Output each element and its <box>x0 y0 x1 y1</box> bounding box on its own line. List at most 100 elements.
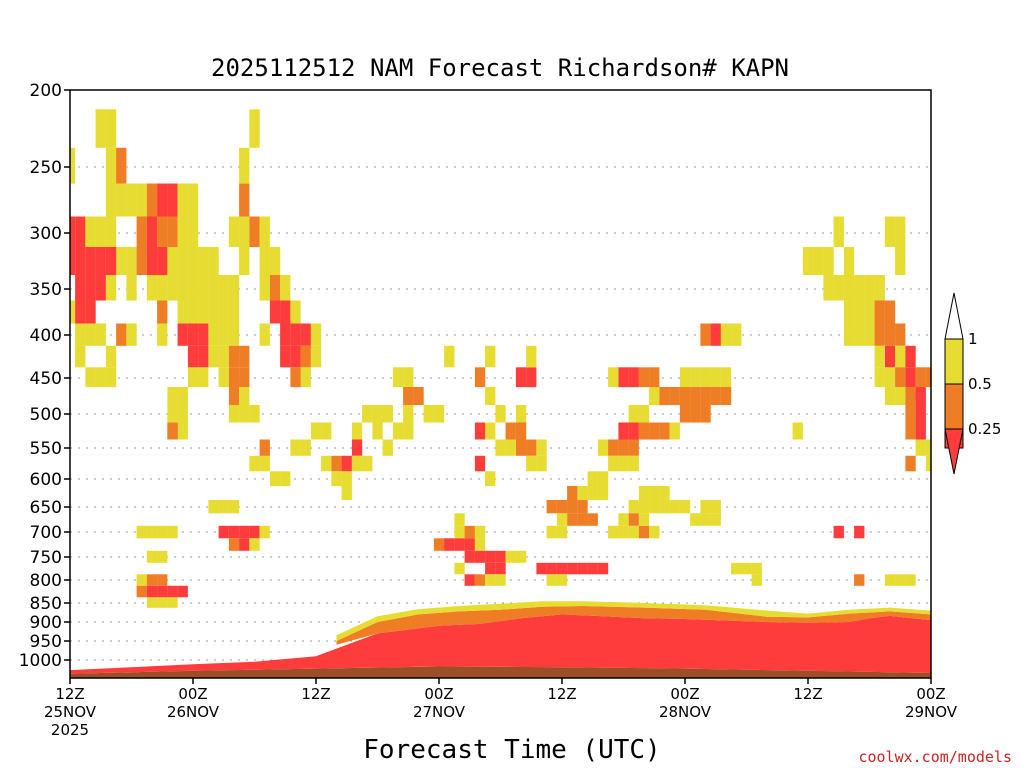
cell-114 <box>269 275 281 301</box>
cell-368 <box>915 439 926 456</box>
cell-65 <box>157 300 168 324</box>
cell-63 <box>198 275 209 301</box>
cell-188 <box>403 387 414 405</box>
cell-3 <box>75 247 86 275</box>
cell-156 <box>146 597 158 608</box>
cell-194 <box>454 525 465 539</box>
cell-9 <box>85 300 96 324</box>
cell-66 <box>157 323 168 346</box>
cell-201 <box>474 538 486 551</box>
cell-267 <box>638 422 650 440</box>
cell-106 <box>177 422 188 440</box>
cell-86 <box>239 216 250 247</box>
cell-111 <box>259 247 270 275</box>
cell-186 <box>392 367 404 388</box>
cell-309 <box>628 513 639 526</box>
cell-285 <box>690 367 701 388</box>
cell-326 <box>751 574 762 586</box>
y-tick-label-800: 800 <box>30 571 62 591</box>
cell-329 <box>813 247 824 275</box>
cell-127 <box>310 345 322 368</box>
cell-286 <box>700 367 711 388</box>
cell-243 <box>546 574 557 586</box>
cell-181 <box>372 422 383 440</box>
cell-44 <box>146 183 158 217</box>
cell-304 <box>649 486 660 500</box>
cell-25 <box>116 147 127 184</box>
cell-315 <box>700 513 711 526</box>
cell-26 <box>116 183 127 217</box>
cell-60 <box>146 275 158 301</box>
cell-78 <box>228 323 240 346</box>
cell-277 <box>659 387 670 405</box>
cell-284 <box>679 367 691 388</box>
cell-145 <box>239 525 250 539</box>
cell-261 <box>597 439 609 456</box>
cell-136 <box>157 525 168 539</box>
cell-18 <box>75 345 86 368</box>
cell-122 <box>280 345 291 368</box>
cell-294 <box>638 367 650 388</box>
cell-4 <box>85 247 96 275</box>
cell-93 <box>218 367 229 388</box>
cell-69 <box>198 300 209 324</box>
x-tick-label-5-0: 00Z <box>670 685 699 703</box>
cell-121 <box>300 323 311 346</box>
cell-376 <box>854 525 865 539</box>
y-tick-label-550: 550 <box>30 439 62 459</box>
cell-331 <box>823 275 834 301</box>
cell-262 <box>608 439 619 456</box>
cell-115 <box>269 300 281 324</box>
cell-46 <box>167 183 178 217</box>
cell-22 <box>95 109 106 148</box>
cell-45 <box>157 183 168 217</box>
x-tick-label-0-2: 2025 <box>51 721 89 739</box>
cell-264 <box>628 439 639 456</box>
cell-38 <box>136 183 147 217</box>
cell-51 <box>167 247 178 275</box>
cell-43 <box>136 247 147 275</box>
cell-31 <box>116 323 127 346</box>
cell-275 <box>638 405 650 423</box>
cell-213 <box>485 574 496 586</box>
cell-37 <box>105 183 117 217</box>
cell-138 <box>146 550 158 563</box>
y-tick-label-650: 650 <box>30 498 62 518</box>
cell-109 <box>167 422 178 440</box>
legend-bottom-arrow <box>944 428 964 475</box>
cell-159 <box>249 455 260 472</box>
legend-swatch-0 <box>944 338 964 385</box>
y-tick-label-350: 350 <box>30 280 62 300</box>
legend-label-0: 1 <box>968 330 978 348</box>
cell-160 <box>259 455 270 472</box>
credit-text: coolwx.com/models <box>858 748 1012 766</box>
cell-79 <box>208 345 219 368</box>
cell-336 <box>843 275 855 301</box>
cell-338 <box>854 323 865 346</box>
cell-244 <box>556 574 568 586</box>
x-tick-label-1-1: 26NOV <box>167 703 220 721</box>
cell-362 <box>915 405 926 423</box>
cell-322 <box>731 323 742 346</box>
cell-312 <box>618 513 629 526</box>
cell-171 <box>351 439 363 456</box>
cell-289 <box>700 387 711 405</box>
cell-110 <box>259 275 270 301</box>
cell-206 <box>495 562 506 575</box>
cell-202 <box>464 550 475 563</box>
cell-241 <box>587 562 598 575</box>
y-axis: 200 250 300 350 400 450 500 550 600 650 700 750 800 8… <box>19 81 70 671</box>
cell-175 <box>362 455 373 472</box>
cell-20 <box>95 367 106 388</box>
y-tick-label-400: 400 <box>30 326 62 346</box>
plot-frame <box>69 89 932 679</box>
x-tick-label-7-1: 29NOV <box>905 703 958 721</box>
cell-141 <box>146 574 158 586</box>
cell-19 <box>85 367 96 388</box>
cell-167 <box>321 422 332 440</box>
cell-291 <box>720 387 732 405</box>
band-1-cat-1 <box>336 606 931 645</box>
cell-123 <box>290 345 301 368</box>
cell-374 <box>895 247 906 275</box>
cell-178 <box>362 405 373 423</box>
